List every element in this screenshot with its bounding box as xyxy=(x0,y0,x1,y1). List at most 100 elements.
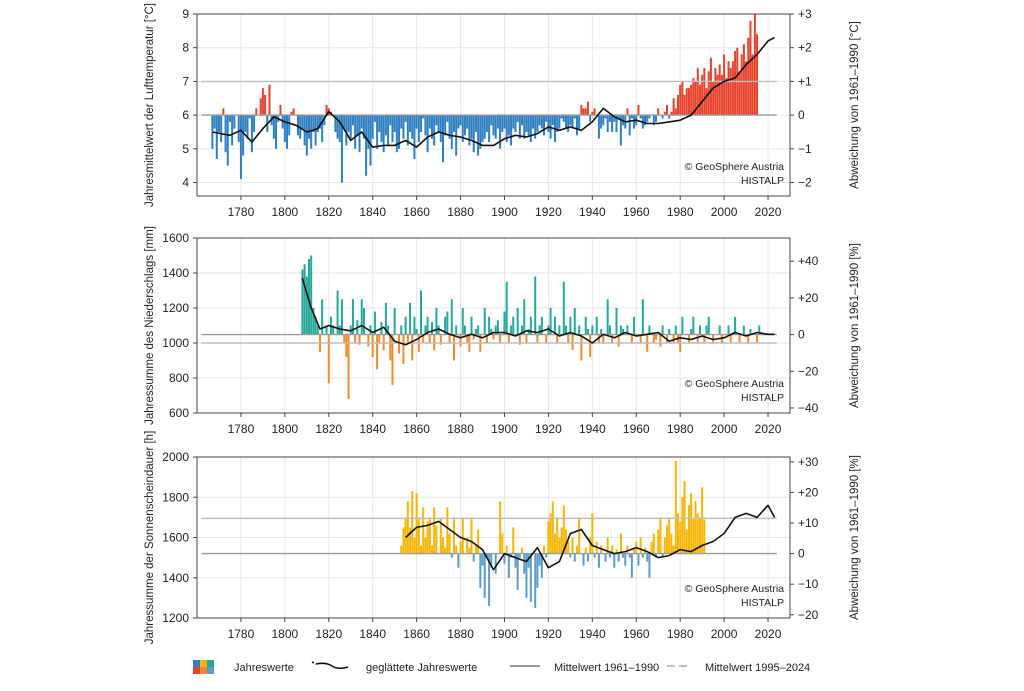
x-tick-label: 1960 xyxy=(623,205,650,219)
annual-bar xyxy=(336,115,339,139)
annual-bar xyxy=(349,115,352,139)
annual-bar xyxy=(593,108,596,116)
annual-bar xyxy=(376,334,379,370)
annual-bar xyxy=(567,115,570,132)
annual-bar xyxy=(303,264,306,335)
annual-bar xyxy=(701,74,704,116)
annual-bar xyxy=(529,316,532,335)
annual-bar xyxy=(674,461,677,554)
annual-bar xyxy=(428,115,431,129)
annual-bar xyxy=(343,334,346,343)
annual-bar xyxy=(742,325,745,335)
annual-bar xyxy=(619,115,622,146)
annual-bar xyxy=(501,115,504,132)
annual-bar xyxy=(586,553,589,562)
annual-bar xyxy=(731,61,734,116)
y2-tick-label: 0 xyxy=(798,328,805,342)
annual-bar xyxy=(481,115,484,143)
annual-bar xyxy=(433,507,436,554)
annual-bar xyxy=(358,334,361,345)
x-tick-label: 1960 xyxy=(623,422,650,436)
annual-bar xyxy=(457,553,460,568)
annual-bar xyxy=(404,316,407,335)
annual-bar xyxy=(694,501,697,554)
annual-bar xyxy=(485,334,488,343)
annual-bar xyxy=(709,57,712,116)
x-tick-label: 1980 xyxy=(667,205,694,219)
annual-bar xyxy=(575,115,578,136)
annual-bar xyxy=(536,553,539,588)
annual-bar xyxy=(589,537,592,554)
annual-bar xyxy=(545,553,548,558)
annual-bar xyxy=(613,553,616,568)
annual-bar xyxy=(231,115,234,146)
annual-bar xyxy=(490,553,493,568)
x-tick-label: 2000 xyxy=(711,205,738,219)
annual-bar xyxy=(608,115,611,122)
annual-bar xyxy=(424,325,427,335)
annual-bar xyxy=(468,115,471,146)
legend-swatch xyxy=(200,667,207,674)
annual-bar xyxy=(615,115,618,132)
annual-bar xyxy=(499,501,502,554)
annual-bar xyxy=(398,115,401,149)
annual-bar xyxy=(586,101,589,116)
annual-bar xyxy=(518,334,521,345)
annual-bar xyxy=(354,115,357,149)
annual-bar xyxy=(657,529,660,554)
annual-bar xyxy=(369,115,372,166)
annual-bar xyxy=(666,105,669,116)
annual-bar xyxy=(701,487,704,554)
annual-bar xyxy=(540,553,543,578)
annual-bar xyxy=(433,115,436,146)
y-tick-label: 1600 xyxy=(162,531,189,545)
annual-bar xyxy=(253,115,256,132)
annual-bar xyxy=(398,334,401,354)
annual-bar xyxy=(415,493,418,554)
annual-bar xyxy=(712,81,715,116)
annual-bar xyxy=(264,94,267,116)
annual-bar xyxy=(624,553,627,566)
annual-bar xyxy=(516,115,519,122)
annual-bar xyxy=(395,115,398,153)
annual-bar xyxy=(452,334,455,361)
annual-bar xyxy=(444,316,447,335)
annual-bar xyxy=(439,115,442,143)
annual-bar xyxy=(472,334,475,340)
annual-bar xyxy=(411,334,414,361)
annual-bar xyxy=(639,537,642,554)
annual-bar xyxy=(435,115,438,126)
annual-bar xyxy=(402,527,405,554)
annual-bar xyxy=(641,299,644,335)
annual-bar xyxy=(461,308,464,335)
annual-bar xyxy=(448,115,451,139)
annual-bar xyxy=(534,276,537,335)
annual-bar xyxy=(692,78,695,116)
annual-bar xyxy=(646,115,649,122)
y2-tick-label: −2 xyxy=(798,176,812,190)
annual-bar xyxy=(378,334,381,343)
annual-bar xyxy=(347,115,350,132)
annual-bar xyxy=(604,115,607,119)
annual-bar xyxy=(534,115,537,139)
annual-bar xyxy=(644,115,647,126)
annual-bar xyxy=(753,14,756,116)
annual-bar xyxy=(659,517,662,554)
annual-bar xyxy=(582,108,585,116)
annual-bar xyxy=(362,115,365,139)
annual-bar xyxy=(420,115,423,132)
annual-bar xyxy=(714,67,717,116)
annual-bar xyxy=(507,334,510,343)
annual-bar xyxy=(586,329,589,335)
annual-bar xyxy=(446,507,449,554)
annual-bar xyxy=(650,541,653,554)
annual-bar xyxy=(655,334,658,340)
annual-bar xyxy=(740,54,743,116)
annual-bar xyxy=(578,517,581,554)
annual-bar xyxy=(547,115,550,132)
annual-bar xyxy=(371,334,374,357)
annual-bar xyxy=(365,115,368,176)
annual-bar xyxy=(626,545,629,554)
annual-bar xyxy=(422,115,425,119)
